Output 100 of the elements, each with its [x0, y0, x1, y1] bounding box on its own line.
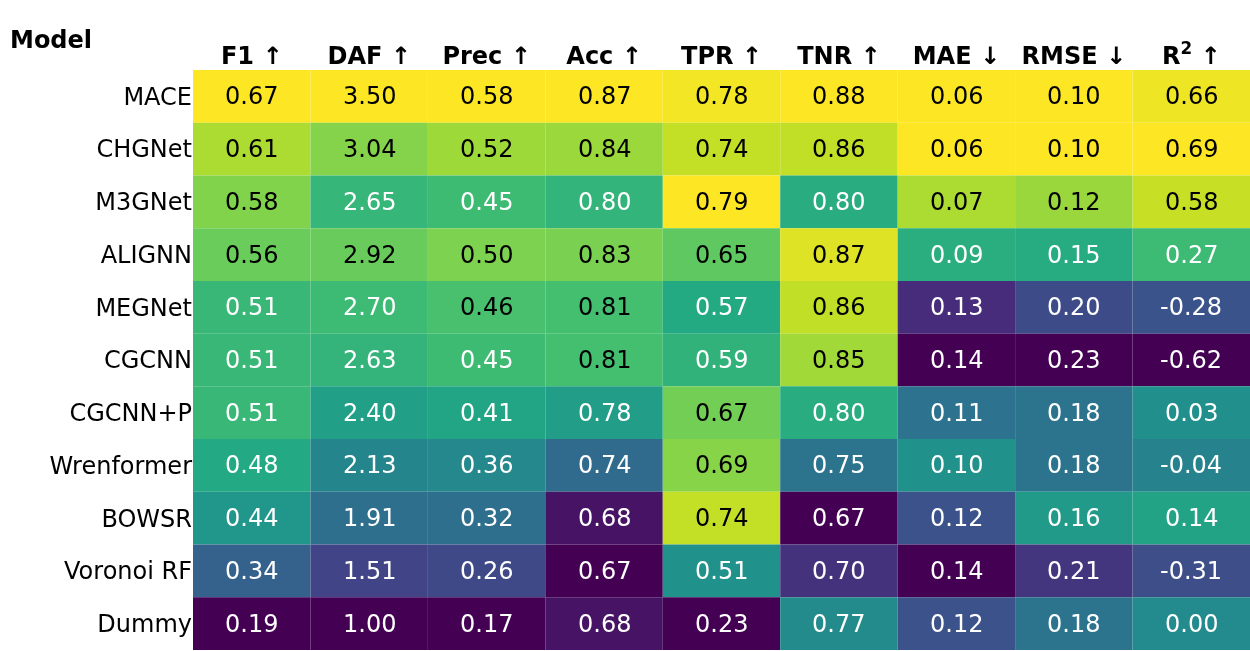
data-label: 0.59	[695, 346, 749, 374]
y-tick-label: CGCNN+P	[69, 399, 192, 428]
data-label: 3.04	[343, 135, 397, 163]
data-label: 0.74	[578, 451, 632, 479]
data-label: 0.45	[460, 346, 514, 374]
x-tick-label: TPR ↑	[681, 42, 762, 71]
data-label: 0.27	[1165, 241, 1219, 269]
data-label: 0.52	[460, 135, 514, 163]
data-label: 0.14	[1165, 504, 1219, 532]
data-label: 2.65	[343, 188, 397, 216]
data-label: 0.20	[1047, 293, 1101, 321]
data-label: 0.03	[1165, 399, 1219, 427]
data-label: 0.11	[930, 399, 984, 427]
data-label: 0.83	[578, 241, 632, 269]
data-label: 0.14	[930, 557, 984, 585]
data-label: -0.28	[1160, 293, 1223, 321]
data-label: 0.21	[1047, 557, 1101, 585]
data-label: 1.51	[343, 557, 397, 585]
data-label: 0.58	[1165, 188, 1219, 216]
x-tick-label: TNR ↑	[797, 42, 881, 71]
data-label: 0.44	[225, 504, 279, 532]
data-label: 2.63	[343, 346, 397, 374]
data-label: 0.41	[460, 399, 514, 427]
data-label: 0.67	[578, 557, 632, 585]
y-tick-label: MEGNet	[95, 293, 192, 322]
data-label: 0.87	[812, 241, 866, 269]
data-label: 0.18	[1047, 610, 1101, 638]
data-label: 0.51	[225, 346, 279, 374]
data-label: 0.88	[812, 82, 866, 110]
data-label: 0.48	[225, 451, 279, 479]
data-label: 0.00	[1165, 610, 1219, 638]
data-label: 0.86	[812, 135, 866, 163]
data-label: 0.74	[695, 135, 749, 163]
data-label: 0.23	[1047, 346, 1101, 374]
data-label: 0.67	[695, 399, 749, 427]
data-label: 0.10	[930, 451, 984, 479]
data-label: 0.07	[930, 188, 984, 216]
data-label: 0.67	[812, 504, 866, 532]
x-tick-label: Acc ↑	[566, 42, 642, 71]
data-label: 0.26	[460, 557, 514, 585]
data-label: 0.13	[930, 293, 984, 321]
data-label: 0.69	[1165, 135, 1219, 163]
data-label: 0.57	[695, 293, 749, 321]
data-label: 0.66	[1165, 82, 1219, 110]
x-tick-label: R$^{2}$ ↑	[1161, 38, 1221, 71]
data-label: 0.10	[1047, 82, 1101, 110]
data-label: 0.06	[930, 135, 984, 163]
data-label: 2.13	[343, 451, 397, 479]
data-label: 0.68	[578, 610, 632, 638]
data-label: 0.74	[695, 504, 749, 532]
data-label: 0.56	[225, 241, 279, 269]
data-label: 0.65	[695, 241, 749, 269]
data-label: 0.78	[578, 399, 632, 427]
x-tick-label: RMSE ↓	[1021, 42, 1127, 71]
y-tick-label: Wrenformer	[49, 451, 193, 480]
data-label: 0.70	[812, 557, 866, 585]
data-label: 1.00	[343, 610, 397, 638]
data-label: 0.14	[930, 346, 984, 374]
data-label: 0.23	[695, 610, 749, 638]
y-tick-label: Dummy	[97, 610, 192, 639]
data-label: 3.50	[343, 82, 397, 110]
data-label: 0.75	[812, 451, 866, 479]
data-label: 0.80	[578, 188, 632, 216]
data-label: 0.81	[578, 293, 632, 321]
data-label: 0.34	[225, 557, 279, 585]
y-tick-label: ALIGNN	[100, 240, 192, 269]
data-label: 0.61	[225, 135, 279, 163]
data-label: 0.78	[695, 82, 749, 110]
data-label: 0.36	[460, 451, 514, 479]
data-label: -0.31	[1160, 557, 1223, 585]
data-label: 0.50	[460, 241, 514, 269]
y-tick-label: CGCNN	[103, 346, 192, 375]
data-label: 0.09	[930, 241, 984, 269]
data-label: 0.67	[225, 82, 279, 110]
y-tick-label: MACE	[123, 82, 192, 111]
data-label: 0.45	[460, 188, 514, 216]
data-label: 0.80	[812, 399, 866, 427]
data-label: 0.19	[225, 610, 279, 638]
data-label: 0.58	[225, 188, 279, 216]
data-label: 0.18	[1047, 451, 1101, 479]
data-label: 0.79	[695, 188, 749, 216]
y-axis-title: Model	[10, 26, 93, 54]
data-label: 0.81	[578, 346, 632, 374]
data-label: 0.12	[1047, 188, 1101, 216]
data-label: 0.15	[1047, 241, 1101, 269]
data-label: 0.17	[460, 610, 514, 638]
data-label: 0.69	[695, 451, 749, 479]
y-tick-label: BOWSR	[101, 504, 192, 533]
data-label: 0.18	[1047, 399, 1101, 427]
data-label: 0.68	[578, 504, 632, 532]
y-tick-label: M3GNet	[95, 188, 192, 217]
x-tick-label: DAF ↑	[327, 42, 411, 71]
data-label: 0.58	[460, 82, 514, 110]
data-label: 0.87	[578, 82, 632, 110]
data-label: 2.92	[343, 241, 397, 269]
data-label: 0.32	[460, 504, 514, 532]
data-label: 0.80	[812, 188, 866, 216]
data-label: 0.46	[460, 293, 514, 321]
y-tick-label: CHGNet	[96, 135, 192, 164]
data-label: 2.40	[343, 399, 397, 427]
